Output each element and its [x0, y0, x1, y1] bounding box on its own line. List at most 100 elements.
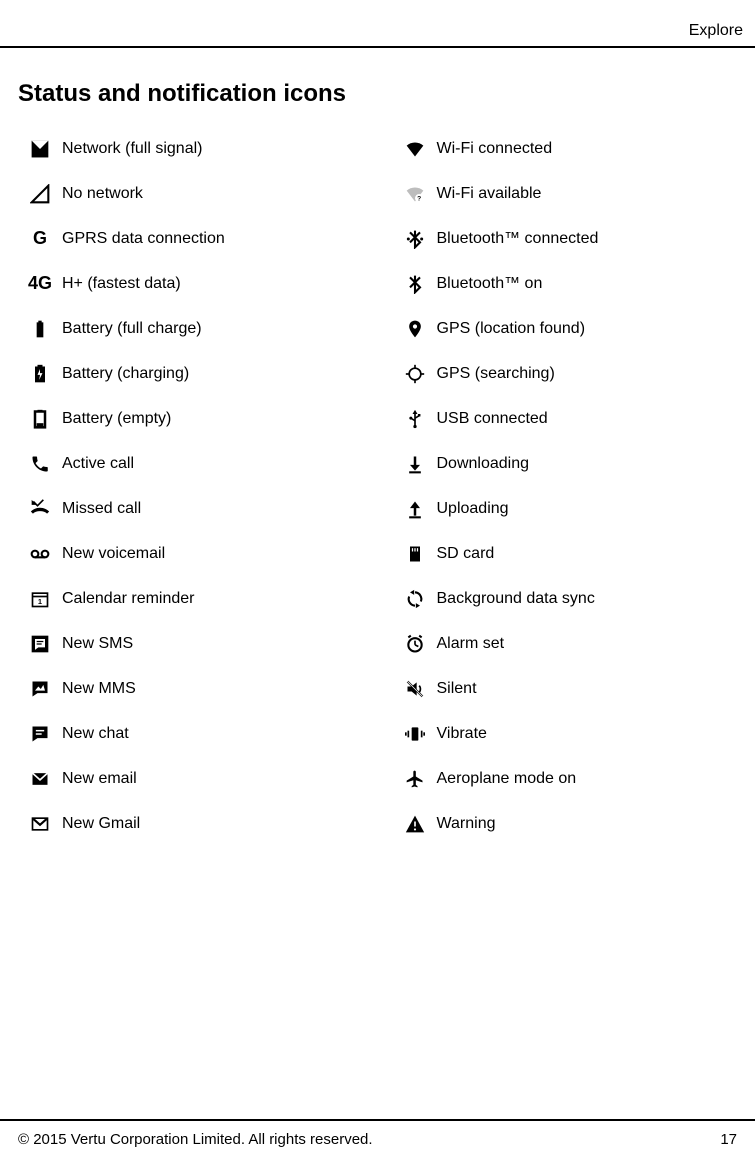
- no-network-icon: [18, 184, 62, 204]
- row-bt-on: Bluetooth™ on: [393, 261, 738, 306]
- row-new-email: New email: [18, 756, 363, 801]
- uploading-icon: [393, 499, 437, 519]
- label: New MMS: [62, 680, 136, 698]
- label: No network: [62, 185, 143, 203]
- row-aeroplane: Aeroplane mode on: [393, 756, 738, 801]
- sync-icon: [393, 589, 437, 609]
- label: USB connected: [437, 410, 548, 428]
- label: Calendar reminder: [62, 590, 195, 608]
- page-number: 17: [720, 1131, 737, 1148]
- row-battery-charging: Battery (charging): [18, 351, 363, 396]
- gprs-icon: G: [18, 228, 62, 249]
- row-new-sms: New SMS: [18, 621, 363, 666]
- row-uploading: Uploading: [393, 486, 738, 531]
- label: Vibrate: [437, 725, 487, 743]
- page-footer: © 2015 Vertu Corporation Limited. All ri…: [0, 1119, 755, 1162]
- label: New Gmail: [62, 815, 140, 833]
- label: Aeroplane mode on: [437, 770, 577, 788]
- label: Bluetooth™ connected: [437, 230, 599, 248]
- top-divider: [0, 46, 755, 48]
- row-active-call: Active call: [18, 441, 363, 486]
- label: Bluetooth™ on: [437, 275, 543, 293]
- email-icon: [18, 769, 62, 789]
- row-no-network: No network: [18, 171, 363, 216]
- label: Missed call: [62, 500, 141, 518]
- bluetooth-on-icon: [393, 274, 437, 294]
- missed-call-icon: [18, 499, 62, 519]
- battery-charging-icon: [18, 364, 62, 384]
- label: New chat: [62, 725, 129, 743]
- label: H+ (fastest data): [62, 275, 181, 293]
- row-warning: Warning: [393, 801, 738, 846]
- silent-icon: [393, 679, 437, 699]
- downloading-icon: [393, 454, 437, 474]
- label: Network (full signal): [62, 140, 202, 158]
- gps-location-found-icon: [393, 319, 437, 339]
- label: Active call: [62, 455, 134, 473]
- aeroplane-mode-icon: [393, 769, 437, 789]
- label: Wi-Fi available: [437, 185, 542, 203]
- alarm-icon: [393, 634, 437, 654]
- label: New email: [62, 770, 137, 788]
- warning-icon: [393, 814, 437, 834]
- row-wifi-available: ? Wi-Fi available: [393, 171, 738, 216]
- battery-empty-icon: [18, 409, 62, 429]
- label: Warning: [437, 815, 496, 833]
- row-vibrate: Vibrate: [393, 711, 738, 756]
- label: Background data sync: [437, 590, 595, 608]
- row-sd-card: SD card: [393, 531, 738, 576]
- row-gprs: G GPRS data connection: [18, 216, 363, 261]
- label: GPRS data connection: [62, 230, 225, 248]
- network-full-signal-icon: [18, 139, 62, 159]
- usb-icon: [393, 409, 437, 429]
- row-wifi-connected: Wi-Fi connected: [393, 126, 738, 171]
- label: Uploading: [437, 500, 509, 518]
- label: Alarm set: [437, 635, 505, 653]
- row-usb: USB connected: [393, 396, 738, 441]
- gps-searching-icon: [393, 364, 437, 384]
- wifi-connected-icon: [393, 139, 437, 159]
- row-new-gmail: New Gmail: [18, 801, 363, 846]
- battery-full-icon: [18, 319, 62, 339]
- sd-card-icon: [393, 544, 437, 564]
- row-new-chat: New chat: [18, 711, 363, 756]
- row-battery-empty: Battery (empty): [18, 396, 363, 441]
- row-network-full: Network (full signal): [18, 126, 363, 171]
- calendar-icon: 1: [18, 589, 62, 609]
- row-missed-call: Missed call: [18, 486, 363, 531]
- section-header-right: Explore: [689, 22, 743, 40]
- label: Battery (charging): [62, 365, 189, 383]
- label: Battery (full charge): [62, 320, 202, 338]
- gmail-icon: [18, 814, 62, 834]
- svg-text:1: 1: [38, 597, 42, 606]
- h-plus-4g-icon: 4G: [18, 273, 62, 294]
- label: GPS (location found): [437, 320, 586, 338]
- chat-icon: [18, 724, 62, 744]
- row-hplus: 4G H+ (fastest data): [18, 261, 363, 306]
- voicemail-icon: [18, 544, 62, 564]
- copyright: © 2015 Vertu Corporation Limited. All ri…: [18, 1131, 373, 1148]
- label: SD card: [437, 545, 495, 563]
- bluetooth-connected-icon: [393, 229, 437, 249]
- row-bt-connected: Bluetooth™ connected: [393, 216, 738, 261]
- label: Silent: [437, 680, 477, 698]
- right-column: Wi-Fi connected ? Wi-Fi available Blueto…: [393, 126, 738, 846]
- row-new-mms: New MMS: [18, 666, 363, 711]
- mms-icon: [18, 679, 62, 699]
- left-column: Network (full signal) No network G GPRS …: [18, 126, 363, 846]
- row-calendar: 1 Calendar reminder: [18, 576, 363, 621]
- row-alarm: Alarm set: [393, 621, 738, 666]
- label: Battery (empty): [62, 410, 171, 428]
- row-battery-full: Battery (full charge): [18, 306, 363, 351]
- label: New SMS: [62, 635, 133, 653]
- label: Wi-Fi connected: [437, 140, 553, 158]
- svg-text:?: ?: [417, 195, 421, 202]
- row-gps-searching: GPS (searching): [393, 351, 738, 396]
- row-silent: Silent: [393, 666, 738, 711]
- phone-icon: [18, 454, 62, 474]
- row-sync: Background data sync: [393, 576, 738, 621]
- row-voicemail: New voicemail: [18, 531, 363, 576]
- page: Explore Status and notification icons Ne…: [0, 0, 755, 1162]
- page-title: Status and notification icons: [18, 80, 346, 108]
- label: Downloading: [437, 455, 530, 473]
